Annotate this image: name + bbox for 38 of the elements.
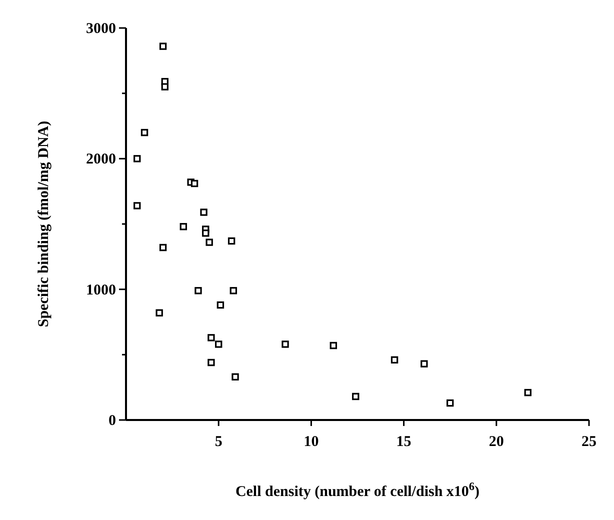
x-axis-title: Cell density (number of cell/dish x10$^{6}$) <box>235 481 480 500</box>
x-tick-label: 10 <box>304 434 319 450</box>
point <box>330 342 338 350</box>
point <box>159 42 167 50</box>
point <box>420 360 428 368</box>
point <box>216 301 224 309</box>
point <box>134 155 141 162</box>
x-tick-label: 15 <box>396 434 412 450</box>
y-tick-label: 0 <box>108 413 116 429</box>
point <box>200 208 208 216</box>
point <box>202 230 210 237</box>
point <box>524 388 532 396</box>
point <box>194 287 202 294</box>
point <box>232 373 239 380</box>
point <box>159 244 167 252</box>
point <box>282 340 289 348</box>
x-tick-label: 20 <box>488 434 504 450</box>
point <box>190 180 198 188</box>
point <box>206 238 213 246</box>
point <box>208 358 215 366</box>
point <box>446 399 454 407</box>
y-axis-title: Specific binding (fmol/mg DNA) <box>36 120 52 328</box>
point <box>230 287 238 294</box>
y-tick-label: 1000 <box>86 282 116 298</box>
point <box>352 392 360 400</box>
x-tick-label: 25 <box>582 434 596 450</box>
point <box>134 202 141 210</box>
point <box>208 334 215 342</box>
y-tick-label: 2000 <box>86 152 116 168</box>
point <box>156 309 163 316</box>
point <box>390 356 398 364</box>
point <box>215 340 222 348</box>
point <box>228 237 236 245</box>
point <box>140 128 148 136</box>
point <box>161 83 168 90</box>
y-tick-label: 3000 <box>86 21 116 37</box>
x-tick-label: 5 <box>214 434 222 450</box>
point <box>180 223 188 230</box>
